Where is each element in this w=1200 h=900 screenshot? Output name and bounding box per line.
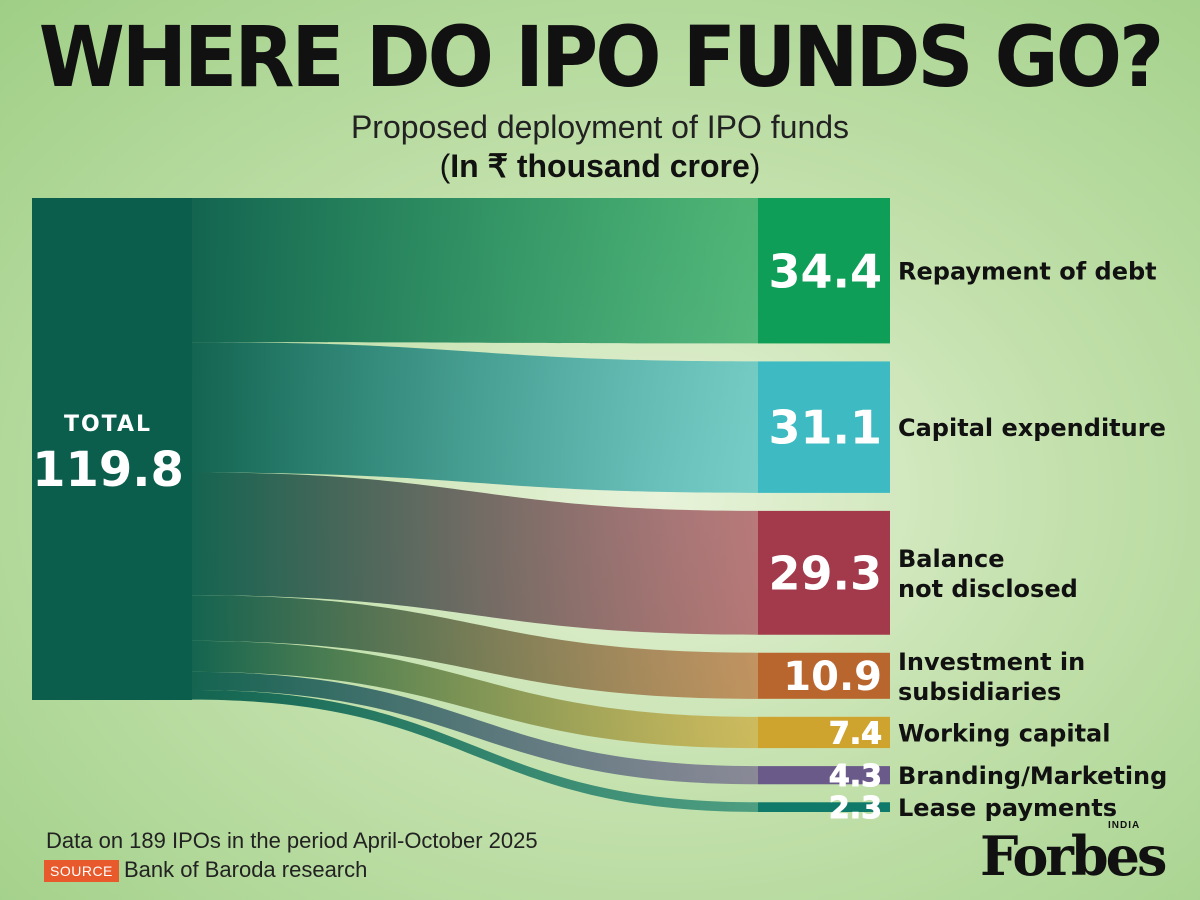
target-name-label: Branding/Marketing <box>898 762 1167 790</box>
target-value-label: 7.4 <box>829 716 882 751</box>
target-bar <box>758 716 890 749</box>
target-name-label: subsidiaries <box>898 678 1061 706</box>
target-value-label: 29.3 <box>769 546 883 600</box>
flow-balance-not-disclosed <box>192 472 758 635</box>
target-bar <box>758 510 890 635</box>
forbes-india-logo: Forbes INDIA <box>980 820 1180 890</box>
target-value-label: 4.3 <box>829 759 882 794</box>
flow-investment-in-subsidiaries <box>192 595 758 699</box>
target-value-label: 10.9 <box>783 654 882 700</box>
target-bar <box>758 766 890 785</box>
unit-label: (In ₹ thousand crore) <box>0 146 1200 186</box>
unit-suffix: ) <box>749 148 761 184</box>
target-value-label: 34.4 <box>769 244 883 298</box>
target-name-label: Capital expenditure <box>898 414 1166 442</box>
flow-repayment-of-debt <box>192 198 758 344</box>
flow-branding-marketing <box>192 671 758 785</box>
flow-working-capital <box>192 640 758 749</box>
source-label: TOTAL <box>64 412 152 437</box>
source-text: Bank of Baroda research <box>124 857 368 882</box>
logo-word: Forbes <box>980 824 1167 888</box>
flows-group <box>192 198 758 812</box>
chart-subtitle: Proposed deployment of IPO funds <box>350 109 850 145</box>
target-bar <box>758 802 890 812</box>
chart-title: WHERE DO IPO FUNDS GO? <box>38 9 1165 107</box>
logo-region: INDIA <box>1108 820 1141 831</box>
target-bar <box>758 198 890 344</box>
source-value-label: 119.8 <box>32 442 184 498</box>
target-name-label: not disclosed <box>898 575 1078 603</box>
target-name-label: Working capital <box>898 719 1110 747</box>
source-bar <box>32 198 192 700</box>
source-badge: SOURCE <box>44 860 119 882</box>
unit-prefix: ( <box>439 148 451 184</box>
labels-group: 34.4 Repayment of debt 31.1 Capital expendi… <box>769 244 1168 826</box>
target-bar <box>758 652 890 699</box>
target-name-label: Balance <box>898 545 1005 573</box>
target-value-label: 31.1 <box>769 401 883 455</box>
target-bars-group <box>758 198 890 812</box>
footer-note: Data on 189 IPOs in the period April-Oct… <box>46 828 538 853</box>
flow-capital-expenditure <box>192 342 758 493</box>
flow-lease-payments <box>192 689 758 812</box>
target-bar <box>758 361 890 493</box>
target-name-label: Investment in <box>898 648 1085 676</box>
unit-bold: In ₹ thousand crore <box>450 148 750 184</box>
target-name-label: Repayment of debt <box>898 258 1157 286</box>
target-name-label: Lease payments <box>898 794 1117 822</box>
target-value-label: 2.3 <box>829 791 882 826</box>
